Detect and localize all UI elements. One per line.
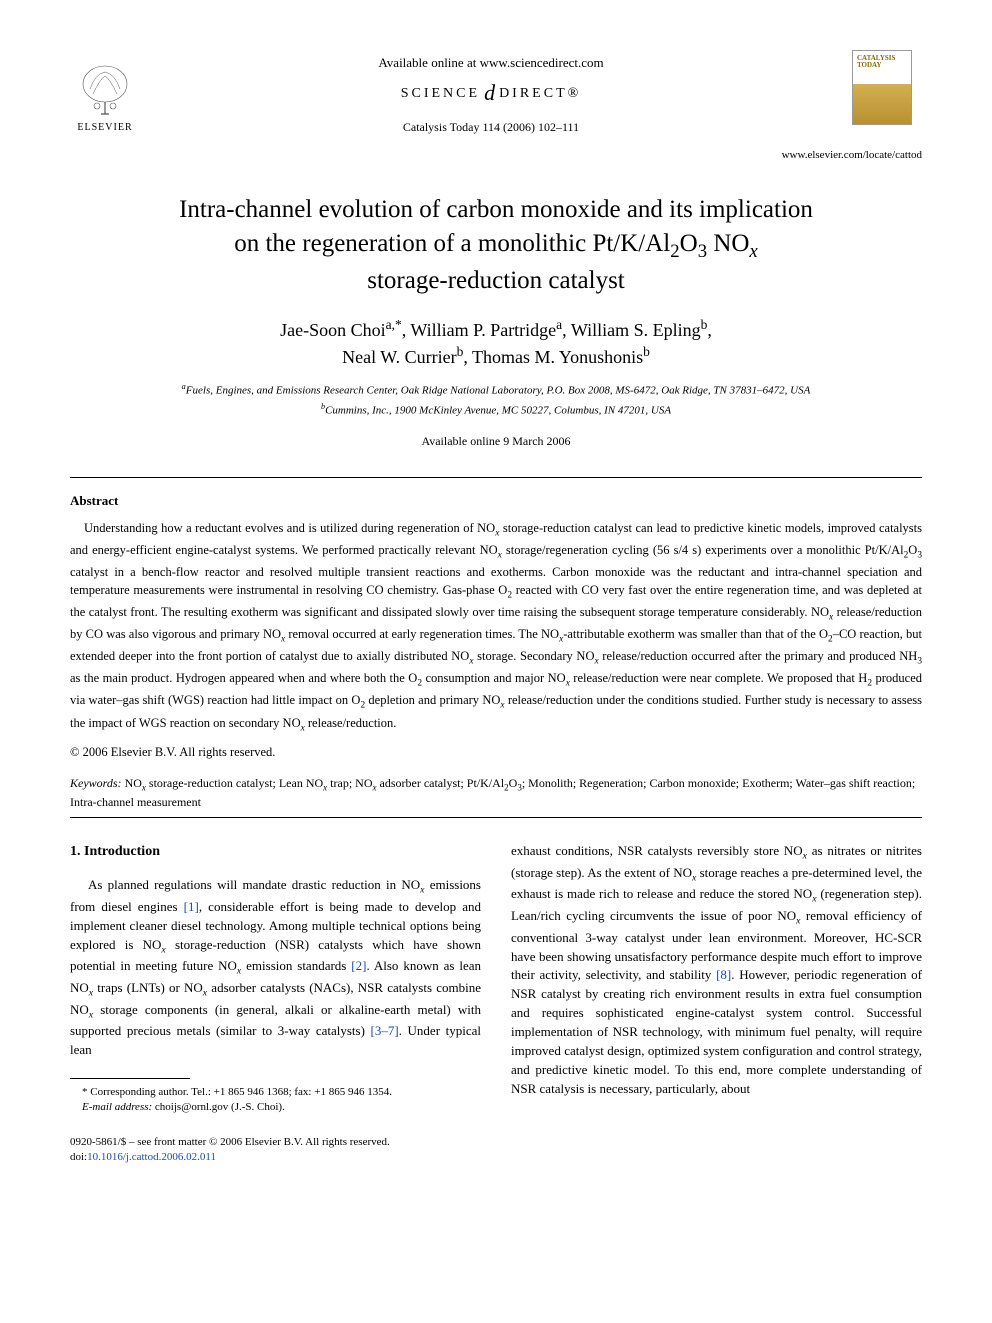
publisher-name: ELSEVIER: [77, 121, 132, 135]
section-1-heading: 1. Introduction: [70, 842, 481, 862]
author-comma: ,: [707, 320, 712, 340]
doi-link[interactable]: 10.1016/j.cattod.2006.02.011: [87, 1151, 216, 1163]
journal-cover-icon: CATALYSIS TODAY: [852, 50, 912, 125]
footnote-separator: [70, 1078, 190, 1079]
journal-url[interactable]: www.elsevier.com/locate/cattod: [70, 148, 922, 163]
keywords-label: Keywords:: [70, 776, 122, 790]
title-sub2: 3: [698, 241, 707, 262]
sd-right: DIRECT®: [499, 84, 581, 104]
available-online-text: Available online at www.sciencedirect.co…: [140, 54, 842, 72]
column-left: 1. Introduction As planned regulations w…: [70, 842, 481, 1165]
separator-2: [70, 817, 922, 818]
separator-1: [70, 477, 922, 478]
doi-label: doi:: [70, 1151, 87, 1163]
title-sub1: 2: [670, 241, 679, 262]
publisher-logo: ELSEVIER: [70, 55, 140, 135]
title-line1: Intra-channel evolution of carbon monoxi…: [179, 196, 813, 223]
issn-line: 0920-5861/$ – see front matter © 2006 El…: [70, 1135, 481, 1150]
email-label: E-mail address:: [82, 1101, 152, 1113]
intro-para-left: As planned regulations will mandate dras…: [70, 876, 481, 1060]
title-line2a: on the regeneration of a monolithic Pt/K…: [234, 230, 670, 257]
email-line: E-mail address: choijs@ornl.gov (J.-S. C…: [70, 1100, 481, 1115]
header-row: ELSEVIER Available online at www.science…: [70, 50, 922, 140]
author-5-affil: b: [643, 344, 650, 359]
corresponding-author: * Corresponding author. Tel.: +1 865 946…: [70, 1085, 481, 1100]
affiliation-b: bCummins, Inc., 1900 McKinley Avenue, MC…: [70, 401, 922, 419]
doi-line: doi:10.1016/j.cattod.2006.02.011: [70, 1150, 481, 1165]
author-1-affil: a,*: [386, 317, 402, 332]
author-5: , Thomas M. Yonushonis: [463, 347, 643, 367]
journal-reference: Catalysis Today 114 (2006) 102–111: [140, 119, 842, 136]
email-value: choijs@ornl.gov (J.-S. Choi).: [152, 1101, 285, 1113]
available-date: Available online 9 March 2006: [70, 433, 922, 450]
title-subx: x: [749, 241, 757, 262]
keywords-block: Keywords: NOx storage-reduction catalyst…: [70, 775, 922, 811]
author-3: , William S. Epling: [562, 320, 700, 340]
affil-b-text: Cummins, Inc., 1900 McKinley Avenue, MC …: [325, 404, 671, 416]
author-2: , William P. Partridge: [402, 320, 556, 340]
column-right: exhaust conditions, NSR catalysts revers…: [511, 842, 922, 1165]
elsevier-tree-icon: [75, 64, 135, 119]
sd-left: SCIENCE: [401, 84, 480, 104]
journal-logo: CATALYSIS TODAY: [842, 50, 922, 140]
abstract-body: Understanding how a reductant evolves an…: [70, 519, 922, 736]
title-line2c: NO: [707, 230, 749, 257]
author-4: Neal W. Currier: [342, 347, 456, 367]
abstract-text: Understanding how a reductant evolves an…: [70, 521, 922, 730]
copyright-line: © 2006 Elsevier B.V. All rights reserved…: [70, 744, 922, 762]
two-column-body: 1. Introduction As planned regulations w…: [70, 842, 922, 1165]
footnote-block: * Corresponding author. Tel.: +1 865 946…: [70, 1085, 481, 1115]
sciencedirect-logo: SCIENCE d DIRECT®: [140, 78, 842, 109]
abstract-heading: Abstract: [70, 492, 922, 510]
title-line2b: O: [680, 230, 698, 257]
affil-a-text: Fuels, Engines, and Emissions Research C…: [186, 384, 811, 396]
header-center: Available online at www.sciencedirect.co…: [140, 54, 842, 136]
authors-block: Jae-Soon Choia,*, William P. Partridgea,…: [70, 316, 922, 370]
sd-at-icon: d: [484, 78, 495, 109]
article-title: Intra-channel evolution of carbon monoxi…: [110, 193, 882, 298]
title-line3: storage-reduction catalyst: [367, 267, 625, 294]
footer-block: 0920-5861/$ – see front matter © 2006 El…: [70, 1135, 481, 1165]
affiliation-a: aFuels, Engines, and Emissions Research …: [70, 381, 922, 399]
journal-cover-title: CATALYSIS TODAY: [857, 55, 911, 69]
keywords-text: NOx storage-reduction catalyst; Lean NOx…: [70, 776, 915, 809]
intro-para-right: exhaust conditions, NSR catalysts revers…: [511, 842, 922, 1098]
author-1: Jae-Soon Choi: [280, 320, 386, 340]
